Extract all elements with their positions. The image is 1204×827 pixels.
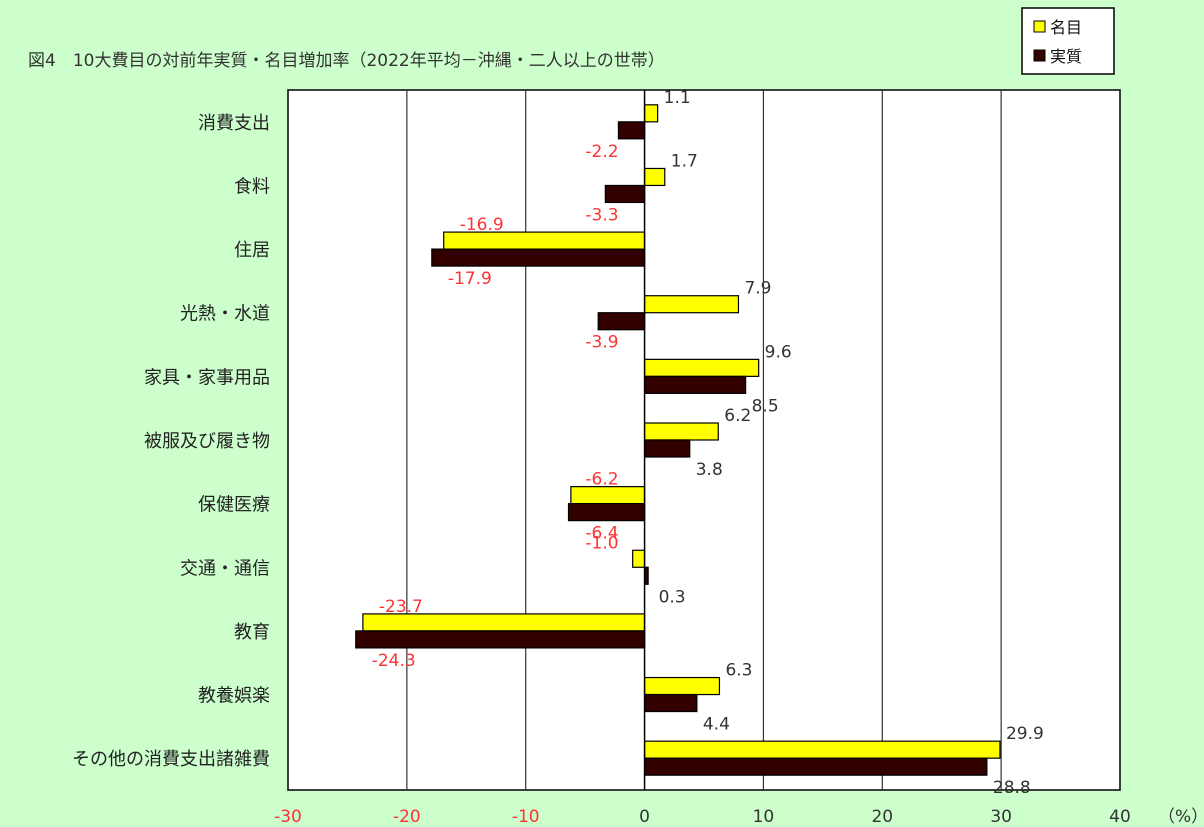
value-label-real: 0.3 (659, 587, 686, 607)
bar-real (643, 439, 691, 458)
value-label-real: -6.4 (585, 524, 618, 544)
legend-box (1021, 7, 1115, 75)
value-label-real: -3.9 (585, 333, 618, 353)
x-unit-label: （%） (1158, 807, 1204, 827)
category-label: 光熱・水道 (180, 304, 270, 325)
value-label-real: 28.8 (993, 778, 1031, 798)
bar-real (643, 375, 747, 394)
bar-nominal (643, 358, 760, 377)
legend: 名目 実質 (1021, 7, 1115, 75)
x-tick-label: -10 (512, 807, 540, 827)
value-label-nominal: 7.9 (744, 279, 771, 299)
bar-nominal (643, 740, 1001, 759)
category-label: 食料 (234, 176, 270, 197)
legend-label-nominal: 名目 (1050, 18, 1082, 37)
bar-nominal (643, 104, 659, 123)
x-tick-label: 10 (753, 807, 775, 827)
bar-real (431, 248, 646, 267)
bars (355, 104, 1001, 776)
value-label-real: -3.3 (585, 205, 618, 225)
value-label-real: -24.3 (372, 651, 416, 671)
bar-nominal (643, 295, 740, 314)
bar-real (617, 121, 646, 140)
bar-real (355, 630, 646, 649)
value-label-real: 4.4 (703, 715, 730, 735)
value-labels: 1.1 -2.2 1.7 -3.3 -16.9 -17.9 7.9 -3.9 9.6 8.56.2… (372, 88, 1044, 798)
category-label: 家具・家事用品 (144, 367, 270, 388)
x-tick-labels: -30 -20 -10 0 10 20 30 40 (274, 807, 1131, 827)
bar-real (597, 312, 646, 331)
x-tick-label: 20 (871, 807, 893, 827)
category-label: 保健医療 (198, 495, 270, 516)
x-tick-label: 30 (990, 807, 1012, 827)
category-label: 被服及び履き物 (144, 431, 270, 452)
category-label: 交通・通信 (180, 558, 270, 579)
category-label: 教育 (234, 622, 270, 643)
bar-nominal (643, 676, 721, 696)
value-label-real: 3.8 (696, 460, 723, 480)
bar-real (567, 503, 646, 522)
value-label-nominal: 1.1 (664, 88, 691, 108)
value-label-real: -2.2 (585, 142, 618, 162)
legend-swatch-nominal (1033, 20, 1046, 33)
category-label: その他の消費支出諸雑費 (72, 749, 270, 770)
value-label-nominal: 6.3 (725, 661, 752, 681)
value-label-nominal: -6.2 (585, 470, 618, 490)
value-label-nominal: -1.0 (585, 533, 618, 553)
category-label: 教養娯楽 (198, 686, 270, 707)
x-tick-label: -30 (274, 807, 302, 827)
category-labels: 消費支出食料住居光熱・水道家具・家事用品被服及び履き物保健医療交通・通信教育教養… (72, 113, 270, 770)
bar-nominal (643, 422, 719, 441)
value-label-nominal: -23.7 (379, 597, 423, 617)
legend-label-real: 実質 (1050, 47, 1082, 66)
category-label: 住居 (234, 240, 270, 261)
bar-nominal (643, 167, 666, 187)
bar-nominal (632, 549, 646, 568)
value-label-nominal: 1.7 (671, 151, 698, 171)
value-label-nominal: 9.6 (765, 342, 792, 362)
value-label-real: -17.9 (448, 269, 492, 289)
chart-title: 図4 10大費目の対前年実質・名目増加率（2022年平均－沖縄・二人以上の世帯） (28, 51, 665, 71)
value-label-nominal: 6.2 (724, 406, 751, 426)
legend-swatch-real (1033, 49, 1046, 62)
x-tick-label: 0 (639, 807, 650, 827)
bar-real (643, 757, 988, 776)
category-label: 消費支出 (198, 113, 270, 134)
bar-real (643, 693, 698, 713)
x-tick-label: -20 (393, 807, 421, 827)
gridlines (406, 90, 1002, 790)
value-label-nominal: -16.9 (460, 215, 504, 235)
value-label-nominal: 29.9 (1006, 724, 1044, 744)
x-tick-label: 40 (1109, 807, 1131, 827)
value-label-real: 8.5 (752, 396, 779, 416)
bar-real (604, 184, 646, 204)
